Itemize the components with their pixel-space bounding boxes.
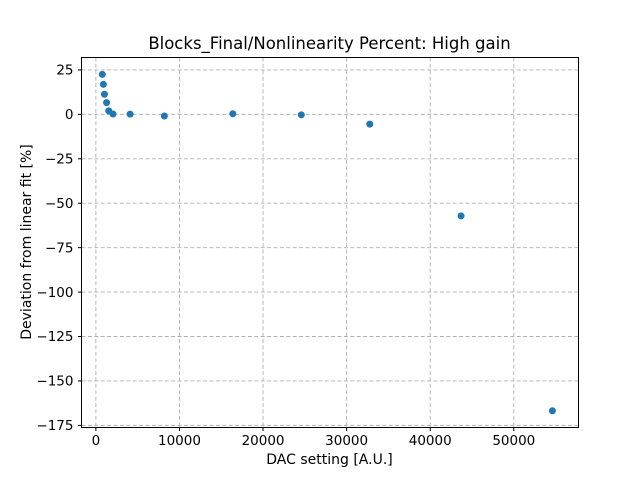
chart-title: Blocks_Final/Nonlinearity Percent: High … — [148, 34, 511, 53]
y-tick-label: 0 — [65, 107, 74, 123]
y-tick-label: −150 — [36, 374, 73, 390]
y-tick-label: −125 — [36, 329, 73, 345]
data-point — [160, 112, 168, 120]
x-tick-label: 10000 — [158, 433, 201, 449]
y-tick-label: 25 — [56, 63, 73, 79]
data-point — [109, 110, 117, 118]
x-tick-label: 50000 — [492, 433, 535, 449]
data-point — [229, 110, 237, 118]
y-tick-label: −50 — [45, 196, 74, 212]
y-tick-label: −100 — [36, 285, 73, 301]
x-tick-label: 40000 — [409, 433, 452, 449]
data-point — [103, 99, 111, 107]
data-point — [126, 110, 134, 118]
data-point — [366, 120, 374, 128]
data-point — [457, 212, 465, 220]
data-point — [548, 407, 556, 415]
x-axis-label: DAC setting [A.U.] — [266, 452, 393, 468]
data-point — [99, 80, 107, 88]
y-tick-label: −75 — [45, 240, 74, 256]
axes-spines — [81, 57, 579, 428]
data-point — [98, 70, 106, 78]
x-tick-label: 0 — [92, 433, 101, 449]
y-tick-label: −25 — [45, 152, 74, 168]
y-tick-label: −175 — [36, 418, 73, 434]
x-tick-label: 30000 — [325, 433, 368, 449]
x-tick-label: 20000 — [242, 433, 285, 449]
data-point — [100, 90, 108, 98]
data-point — [297, 111, 305, 119]
